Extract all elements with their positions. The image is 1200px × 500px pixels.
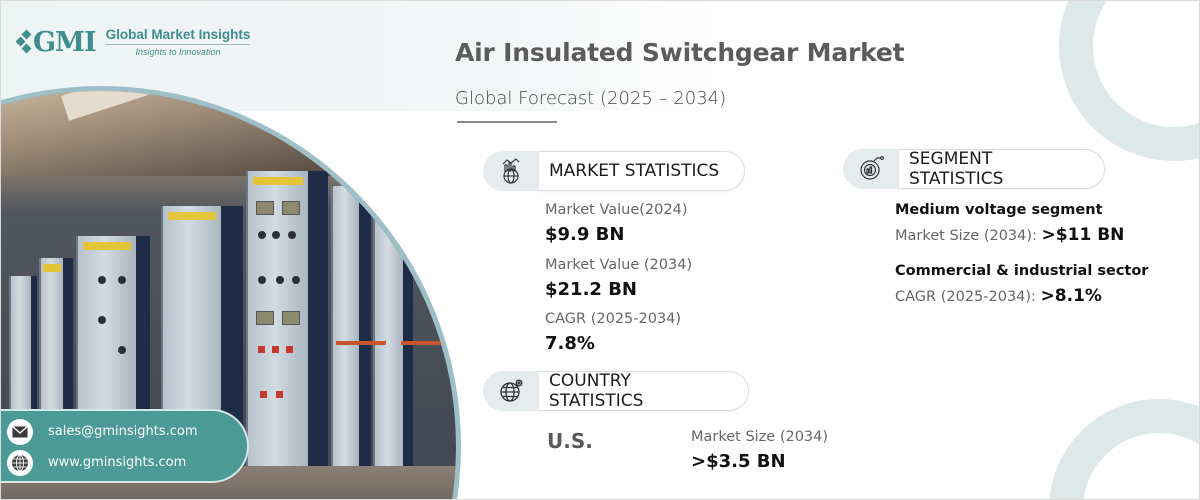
medium-voltage-value: >$11 BN — [1041, 225, 1125, 245]
market-statistics-heading: MARKET STATISTICS — [539, 151, 745, 191]
medium-voltage-stat: Market Size (2034): >$11 BN — [895, 225, 1124, 245]
email-text: sales@gminsights.com — [48, 424, 198, 439]
contact-panel: sales@gminsights.com www.gminsights.com — [1, 409, 249, 483]
commercial-industrial-label: CAGR (2025-2034): — [895, 289, 1041, 305]
website-link[interactable]: www.gminsights.com — [7, 447, 247, 478]
page-subtitle: Global Forecast (2025 – 2034) — [455, 88, 727, 109]
decorative-ring-top — [1059, 1, 1199, 161]
brand-tagline: Insights to Innovation — [135, 47, 221, 57]
segment-statistics-heading: SEGMENT STATISTICS — [899, 149, 1105, 189]
commercial-industrial-value: >8.1% — [1040, 286, 1102, 306]
brand-name: Global Market Insights — [105, 27, 251, 45]
email-link[interactable]: sales@gminsights.com — [7, 416, 247, 447]
country-statistics-heading: COUNTRY STATISTICS — [539, 371, 749, 411]
cagr-value: 7.8% — [545, 333, 595, 354]
market-statistics-header: MARKET STATISTICS — [483, 151, 745, 191]
market-value-2034-label: Market Value (2034) — [545, 257, 693, 273]
decorative-ring-bottom — [1049, 399, 1199, 499]
globe-icon — [7, 449, 33, 476]
cagr-label: CAGR (2025-2034) — [545, 311, 682, 327]
commercial-industrial-title: Commercial & industrial sector — [895, 263, 1149, 279]
title-divider — [457, 121, 557, 123]
country-statistics-header: COUNTRY STATISTICS — [483, 371, 749, 411]
page-title: Air Insulated Switchgear Market — [455, 38, 905, 67]
commercial-industrial-stat: CAGR (2025-2034): >8.1% — [895, 286, 1102, 306]
globe-pin-icon — [483, 371, 539, 411]
envelope-icon — [7, 418, 33, 445]
logo-mark: GMI — [15, 26, 97, 58]
market-value-2024-label: Market Value(2024) — [545, 202, 688, 218]
segment-statistics-header: SEGMENT STATISTICS — [843, 149, 1105, 189]
country-name: U.S. — [547, 429, 593, 453]
market-value-2024: $9.9 BN — [545, 224, 625, 245]
logo-gmi-text: GMI — [33, 26, 97, 58]
medium-voltage-label: Market Size (2034): — [895, 228, 1042, 244]
pie-chart-icon — [843, 149, 899, 189]
country-market-size-value: >$3.5 BN — [691, 451, 786, 472]
chart-globe-icon — [483, 151, 539, 191]
medium-voltage-title: Medium voltage segment — [895, 202, 1103, 218]
website-text: www.gminsights.com — [48, 455, 187, 470]
photo-frame — [1, 86, 461, 499]
logo-diamonds-icon — [15, 29, 32, 54]
market-value-2034: $21.2 BN — [545, 279, 637, 300]
gmi-logo[interactable]: GMI Global Market Insights Insights to I… — [15, 26, 251, 58]
country-market-size-label: Market Size (2034) — [691, 429, 829, 445]
